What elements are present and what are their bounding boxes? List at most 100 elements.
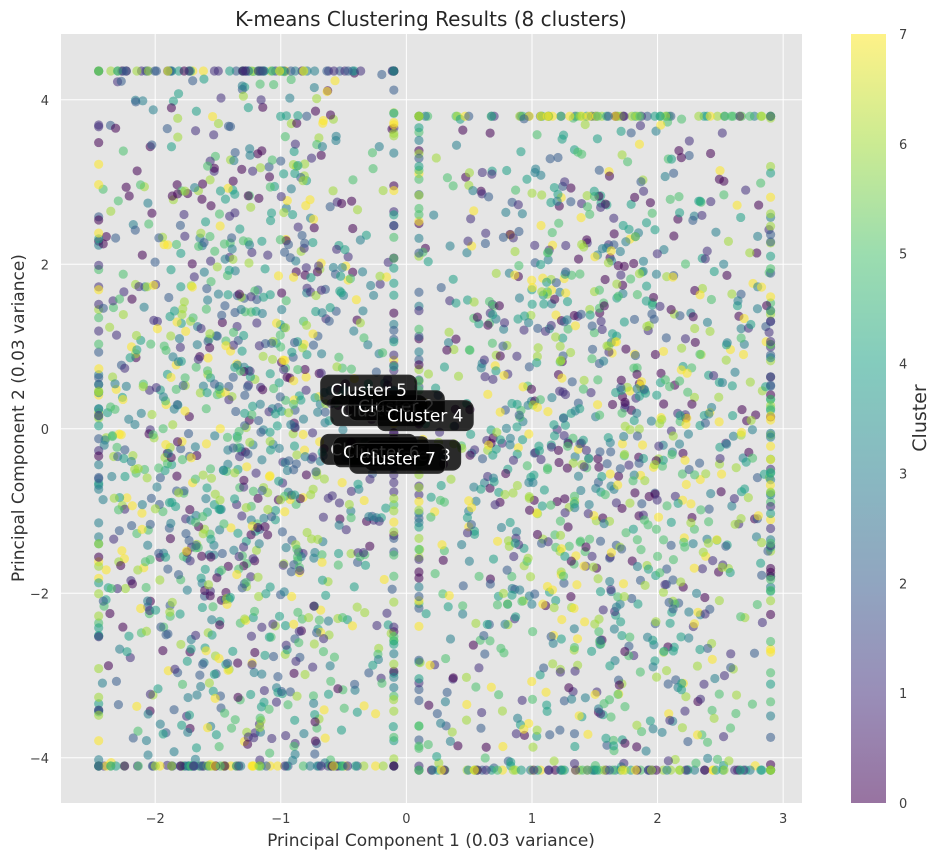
data-point	[702, 317, 713, 327]
data-point	[505, 433, 515, 443]
data-point	[389, 487, 399, 497]
data-point	[552, 196, 562, 206]
data-point	[414, 741, 424, 751]
data-point	[727, 501, 737, 511]
data-point	[556, 634, 566, 644]
data-point	[389, 527, 399, 537]
data-point	[205, 591, 215, 601]
data-point	[687, 399, 697, 409]
data-point	[357, 267, 368, 277]
data-point	[620, 421, 630, 431]
data-point	[331, 131, 341, 141]
data-point	[619, 591, 629, 602]
data-point	[602, 459, 612, 469]
data-point	[511, 729, 521, 739]
data-point	[680, 455, 690, 465]
data-point	[136, 603, 146, 614]
data-point	[728, 410, 738, 421]
data-point	[642, 632, 653, 642]
data-point	[523, 553, 533, 563]
data-point	[462, 513, 473, 523]
data-point	[414, 684, 424, 695]
data-point	[464, 496, 474, 506]
data-point	[488, 374, 498, 384]
data-point	[634, 269, 645, 279]
data-point	[569, 603, 579, 613]
data-point	[94, 623, 104, 633]
data-point	[94, 539, 104, 549]
data-point	[290, 139, 300, 149]
data-point	[369, 290, 379, 301]
data-point	[223, 561, 233, 571]
data-point	[719, 190, 729, 200]
data-point	[389, 517, 399, 527]
data-point	[627, 111, 637, 121]
data-point	[555, 667, 565, 677]
data-point	[564, 683, 574, 693]
data-point	[596, 202, 606, 212]
data-point	[477, 454, 488, 464]
data-point	[214, 742, 224, 752]
data-point	[524, 477, 534, 488]
data-point	[281, 543, 291, 553]
data-point	[389, 597, 399, 607]
data-point	[432, 708, 442, 719]
data-point	[275, 330, 285, 340]
colorbar-tick-label: 0	[899, 797, 907, 812]
data-point	[106, 583, 116, 594]
data-point	[600, 490, 610, 500]
data-point	[280, 355, 290, 366]
data-point	[298, 343, 308, 353]
data-point	[94, 364, 104, 374]
data-point	[637, 440, 648, 450]
data-point	[646, 765, 657, 775]
data-point	[620, 738, 630, 748]
data-point	[258, 385, 268, 395]
data-point	[596, 635, 606, 645]
data-point	[389, 290, 399, 300]
data-point	[291, 656, 301, 666]
data-point	[664, 597, 674, 607]
data-point	[308, 662, 318, 672]
data-point	[379, 574, 389, 585]
data-point	[477, 707, 487, 718]
data-point	[208, 602, 218, 612]
data-point	[566, 556, 576, 566]
x-tick-label: −2	[146, 812, 165, 827]
data-point	[389, 350, 399, 360]
data-point	[208, 111, 218, 122]
data-point	[355, 318, 365, 328]
data-point	[112, 442, 122, 452]
data-point	[469, 482, 479, 492]
data-point	[200, 564, 210, 575]
data-point	[620, 397, 630, 407]
data-point	[284, 408, 294, 418]
data-point	[171, 384, 181, 394]
data-point	[250, 647, 260, 658]
data-point	[676, 685, 687, 695]
data-point	[153, 684, 163, 694]
data-point	[619, 431, 629, 442]
data-point	[546, 632, 556, 642]
data-point	[202, 388, 212, 398]
data-point	[712, 535, 722, 545]
data-point	[389, 337, 399, 347]
data-point	[229, 494, 240, 504]
data-point	[94, 736, 104, 746]
data-point	[191, 106, 201, 116]
data-point	[207, 615, 217, 625]
data-point	[617, 630, 627, 641]
data-point	[461, 715, 472, 725]
data-point	[158, 392, 169, 402]
data-point	[309, 601, 319, 611]
data-point	[621, 528, 631, 538]
data-point	[551, 310, 561, 320]
data-point	[227, 244, 237, 254]
data-point	[445, 634, 456, 644]
data-point	[244, 258, 254, 268]
data-point	[190, 442, 200, 452]
data-point	[132, 345, 142, 355]
data-point	[143, 198, 153, 208]
data-point	[752, 599, 762, 610]
data-point	[512, 351, 522, 361]
